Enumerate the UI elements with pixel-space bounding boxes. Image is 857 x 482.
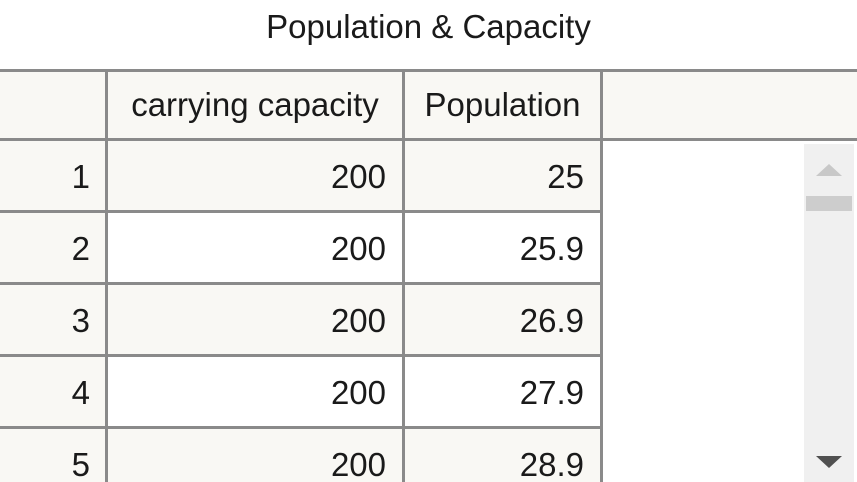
table-row[interactable]: 1 200 25 <box>0 141 603 213</box>
capacity-cell[interactable]: 200 <box>105 141 405 213</box>
row-index: 4 <box>0 357 108 429</box>
capacity-cell[interactable]: 200 <box>105 357 405 429</box>
scrollbar-thumb[interactable] <box>806 196 852 211</box>
row-index: 2 <box>0 213 108 285</box>
population-cell[interactable]: 28.9 <box>405 429 603 482</box>
population-cell[interactable]: 25.9 <box>405 213 603 285</box>
table-row[interactable]: 5 200 28.9 <box>0 429 603 482</box>
row-index: 5 <box>0 429 108 482</box>
vertical-scrollbar[interactable] <box>804 144 854 482</box>
table-title: Population & Capacity <box>266 8 591 45</box>
row-index: 1 <box>0 141 108 213</box>
row-index: 3 <box>0 285 108 357</box>
data-grid: carrying capacity Population 1 200 25 2 … <box>0 69 857 482</box>
capacity-cell[interactable]: 200 <box>105 213 405 285</box>
header-row: carrying capacity Population <box>0 69 857 141</box>
population-cell[interactable]: 27.9 <box>405 357 603 429</box>
table-row[interactable]: 3 200 26.9 <box>0 285 603 357</box>
table-row[interactable]: 2 200 25.9 <box>0 213 603 285</box>
population-cell[interactable]: 26.9 <box>405 285 603 357</box>
capacity-cell[interactable]: 200 <box>105 429 405 482</box>
capacity-cell[interactable]: 200 <box>105 285 405 357</box>
header-carrying-capacity[interactable]: carrying capacity <box>105 72 405 138</box>
triangle-down-icon[interactable] <box>816 456 842 468</box>
population-cell[interactable]: 25 <box>405 141 603 213</box>
triangle-up-icon[interactable] <box>816 164 842 176</box>
header-index-cell <box>0 72 108 138</box>
header-population[interactable]: Population <box>402 72 603 138</box>
table-row[interactable]: 4 200 27.9 <box>0 357 603 429</box>
